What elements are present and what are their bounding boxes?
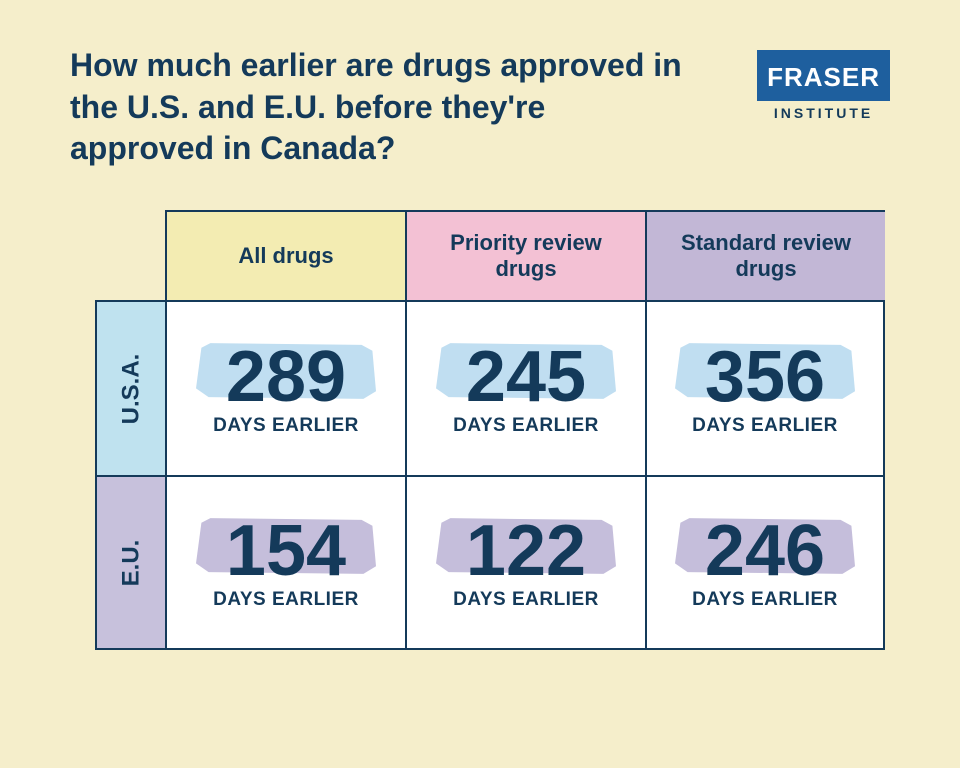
logo-sub: INSTITUTE: [757, 105, 890, 121]
value: 245: [466, 341, 586, 413]
page-title: How much earlier are drugs approved in t…: [70, 45, 690, 170]
data-table: All drugs Priority review drugs Standard…: [95, 210, 885, 650]
col-head-all: All drugs: [165, 210, 405, 300]
row-head-eu: E.U.: [95, 475, 165, 650]
col-head-standard: Standard review drugs: [645, 210, 885, 300]
unit-label: DAYS EARLIER: [453, 415, 599, 437]
table-corner: [95, 210, 165, 300]
logo: FRASER INSTITUTE: [757, 50, 890, 121]
row-label: U.S.A.: [117, 353, 145, 424]
cell-usa-all: 289 DAYS EARLIER: [165, 300, 405, 475]
cell-eu-priority: 122 DAYS EARLIER: [405, 475, 645, 650]
unit-label: DAYS EARLIER: [692, 589, 838, 611]
cell-eu-all: 154 DAYS EARLIER: [165, 475, 405, 650]
cell-usa-priority: 245 DAYS EARLIER: [405, 300, 645, 475]
value: 154: [226, 515, 346, 587]
value: 289: [226, 341, 346, 413]
cell-eu-standard: 246 DAYS EARLIER: [645, 475, 885, 650]
unit-label: DAYS EARLIER: [213, 415, 359, 437]
value: 122: [466, 515, 586, 587]
unit-label: DAYS EARLIER: [213, 589, 359, 611]
col-head-priority: Priority review drugs: [405, 210, 645, 300]
value: 246: [705, 515, 825, 587]
unit-label: DAYS EARLIER: [692, 415, 838, 437]
unit-label: DAYS EARLIER: [453, 589, 599, 611]
row-head-usa: U.S.A.: [95, 300, 165, 475]
logo-main: FRASER: [757, 50, 890, 101]
value: 356: [705, 341, 825, 413]
row-label: E.U.: [117, 539, 145, 586]
cell-usa-standard: 356 DAYS EARLIER: [645, 300, 885, 475]
